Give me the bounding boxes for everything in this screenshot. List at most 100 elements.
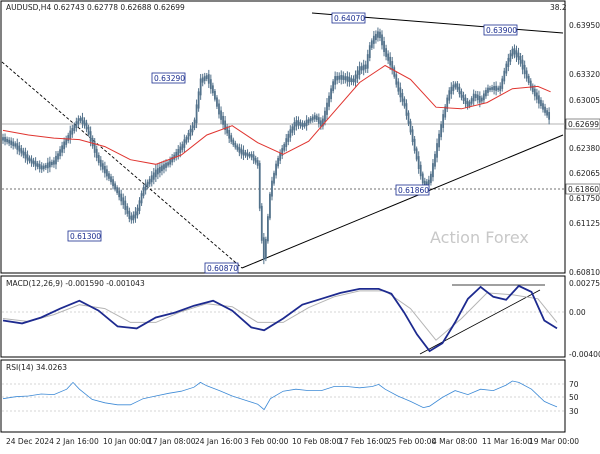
price-candle-body [179,146,182,154]
price-candle-body [401,92,404,102]
price-candle-body [252,154,255,161]
price-candle-body [89,131,92,142]
price-candle-body [525,70,528,79]
price-axis-label: 0.63005 [569,96,600,105]
price-candle-body [480,97,483,102]
price-candle-body [165,162,167,168]
price-layer [2,27,551,265]
price-axis-label: 0.60810 [569,268,600,277]
price-candle-body [415,148,418,160]
price-panel-frame [0,0,566,274]
price-candle-body [150,175,153,183]
price-callout-label: 0.61300 [70,232,101,241]
price-candle-body [546,110,548,116]
chart-symbol-header: AUDUSD,H4 0.62743 0.62778 0.62688 0.6269… [6,3,185,12]
price-candle-body [101,163,104,170]
price-candle-body [240,148,243,155]
time-axis-label: 19 Mar 00:00 [529,437,579,446]
price-candle-body [377,31,379,38]
price-candle-body [124,200,127,210]
price-candle-body [193,119,196,129]
price-candle-body [6,138,8,143]
price-candle-body [238,147,241,153]
price-candle-body [226,126,229,134]
price-candle-body [346,76,349,82]
price-candle-body [319,120,322,127]
price-candle-body [283,144,286,151]
price-candle-body [495,85,498,91]
price-candle-body [46,162,49,169]
price-candle-body [489,87,491,91]
support-trendline [241,134,564,269]
price-candle-body [421,173,424,184]
price-candle-body [207,74,210,84]
price-candle-body [118,190,121,198]
price-candle-body [328,95,330,107]
price-candle-body [454,83,457,88]
price-candle-body [106,169,108,177]
macd-layer [2,284,558,353]
price-candle-body [427,179,430,185]
rsi-axis-label: 70 [569,380,579,389]
price-candle-body [277,157,279,167]
price-callout-label: 0.63900 [486,26,517,35]
price-candle-body [330,88,332,100]
price-candle-body [191,125,194,133]
time-axis-label: 2 Jan 16:00 [56,437,99,446]
price-candle-body [503,70,506,82]
price-candle-body [295,120,298,127]
price-candle-body [470,98,473,104]
price-candle-body [293,122,296,131]
price-candle-body [458,86,461,95]
price-candle-body [446,97,449,110]
price-candle-body [260,205,263,241]
price-candle-body [177,149,180,156]
time-axis-label: 10 Jan 00:00 [103,437,151,446]
price-candle-body [509,53,512,62]
time-axis-label: 3 Feb 00:00 [244,437,289,446]
price-candle-body [112,179,114,187]
price-candle-body [311,116,314,121]
price-candle-body [187,132,190,140]
price-candle-body [460,91,463,98]
price-candle-body [344,76,347,81]
support-level-label: 0.61860 [568,185,599,194]
price-candle-body [99,159,102,167]
price-candle-body [79,118,82,121]
price-candle-body [387,53,390,61]
price-candle-body [352,78,355,83]
price-candle-body [456,83,459,90]
price-callout-label: 0.64070 [334,14,365,23]
price-axis-label: 0.61125 [569,219,600,228]
macd-axis-label: 0.00 [569,308,586,317]
current-price-label: 0.62699 [568,120,599,129]
price-candle-body [116,187,119,193]
price-candle-body [324,110,326,122]
price-candle-body [342,75,345,80]
price-candle-body [529,80,532,89]
price-candle-body [472,93,475,102]
price-candle-body [169,159,171,165]
price-candle-body [452,84,455,91]
price-candle-body [126,206,129,214]
price-candle-body [448,90,451,101]
price-candle-body [53,160,55,165]
price-candle-body [67,135,70,141]
price-candle-body [171,156,174,163]
price-candle-body [535,92,538,100]
price-callout: 0.63900 [483,24,518,36]
time-axis-label: 4 Mar 08:00 [432,437,478,446]
rsi-axis-label: 30 [569,407,579,416]
price-candle-body [24,151,27,159]
time-axis-label: 24 Jan 16:00 [195,437,243,446]
moving-average-line [2,64,551,165]
price-candle-body [413,138,416,151]
time-axis-label: 17 Jan 08:00 [148,437,196,446]
price-candle-body [163,164,165,170]
price-candle-body [22,150,25,156]
price-candle-body [368,45,371,58]
price-candle-body [57,153,59,160]
price-candle-body [391,61,394,71]
price-candle-body [538,95,540,104]
price-candle-body [519,56,522,64]
